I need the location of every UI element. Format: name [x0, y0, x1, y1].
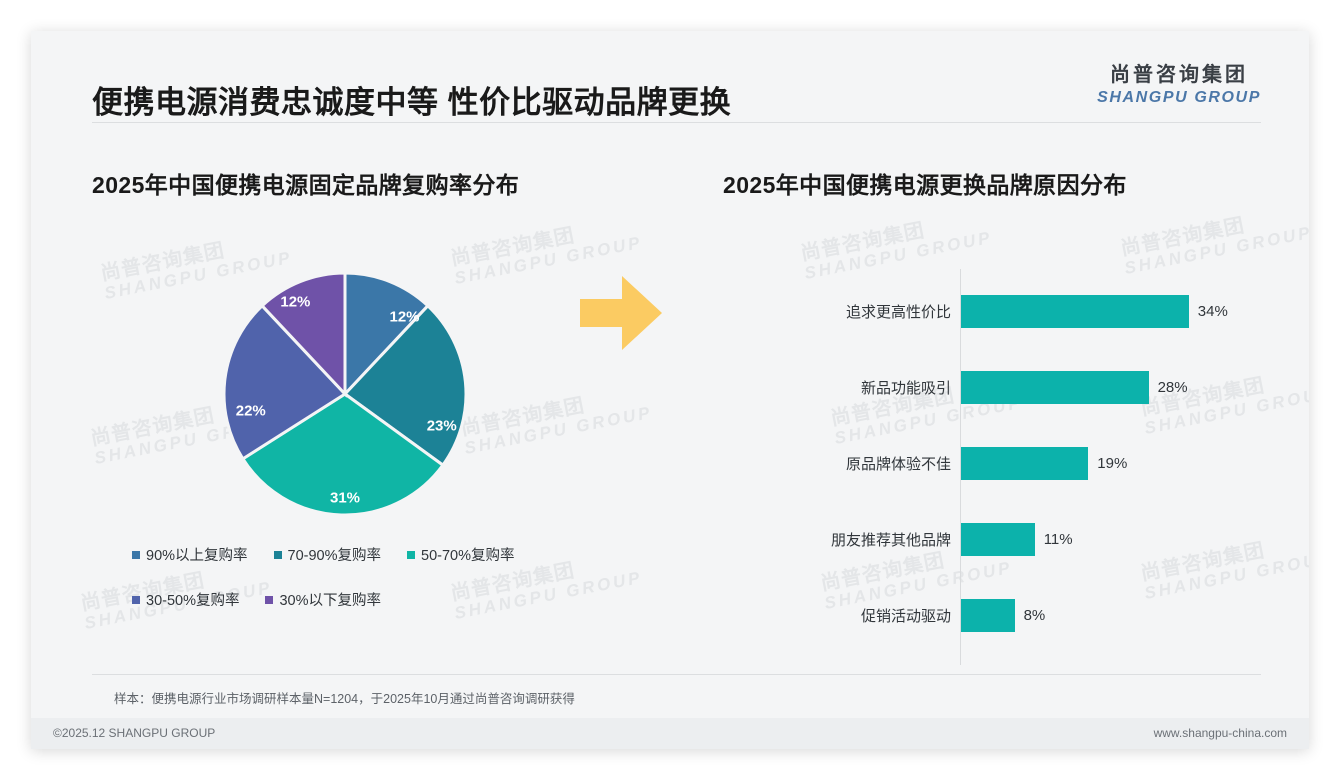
pie-slice[interactable]	[342, 303, 468, 468]
footer-website: www.shangpu-china.com	[1153, 726, 1287, 740]
switch-reason-bar-chart: 追求更高性价比 34% 新品功能吸引 28% 原品牌体验不佳 19% 朋友推荐其他品牌 11%…	[723, 269, 1263, 669]
pie-slice-label: 22%	[235, 402, 266, 420]
bar-category-label: 新品功能吸引	[860, 379, 951, 397]
sample-note-text: 样本：便携电源行业市场调研样本量N=1204，于2025年10月通过尚普咨询调研…	[114, 691, 575, 706]
legend-swatch-icon	[132, 550, 140, 559]
legend-swatch-icon	[132, 595, 140, 604]
left-chart-panel: 2025年中国便携电源固定品牌复购率分布 12% 23% 31% 22% 12% 90%…	[92, 166, 692, 666]
pie-slice[interactable]	[343, 271, 430, 398]
legend-label: 90%以上复购率	[146, 548, 248, 564]
legend-label: 30%以下复购率	[279, 593, 382, 609]
bar-category-label: 追求更高性价比	[845, 303, 951, 321]
brand-name-cn: 尚普咨询集团	[1110, 64, 1249, 86]
pie-slice-label: 12%	[280, 293, 311, 311]
brand-name-en: SHANGPU GROUP	[1097, 89, 1261, 106]
legend-swatch-icon	[407, 550, 416, 559]
bar-fill[interactable]	[961, 370, 1149, 404]
legend-swatch-icon	[265, 595, 274, 604]
pie-slice[interactable]	[260, 271, 347, 398]
pie-legend: 90%以上复购率 70-90%复购率 50-70%复购率 30-50%复购率 30%以…	[132, 544, 652, 634]
bar-value-label: 8%	[1023, 606, 1046, 624]
footer-copyright: ©2025.12 SHANGPU GROUP	[53, 726, 216, 740]
pie-slice-label: 23%	[426, 417, 457, 435]
bar-chart-axis	[960, 269, 961, 665]
slide-header: 便携电源消费忠诚度中等 性价比驱动品牌更换 尚普咨询集团 SHANGPU GRO…	[31, 31, 1309, 123]
slide-footer: ©2025.12 SHANGPU GROUP www.shangpu-china…	[31, 718, 1309, 749]
legend-item[interactable]: 30-50%复购率	[132, 589, 239, 610]
pie-svg	[222, 271, 468, 517]
right-arrow-svg	[580, 276, 662, 350]
bar-fill[interactable]	[961, 294, 1189, 328]
legend-item[interactable]: 30%以下复购率	[265, 589, 381, 610]
bar-value-label: 19%	[1097, 454, 1128, 472]
bar-fill[interactable]	[961, 598, 1015, 632]
bar-row[interactable]: 促销活动驱动 8%	[723, 595, 1263, 635]
left-chart-title: 2025年中国便携电源固定品牌复购率分布	[92, 172, 520, 198]
pie-slice[interactable]	[240, 392, 445, 517]
bar-row[interactable]: 朋友推荐其他品牌 11%	[723, 519, 1263, 559]
bar-track: 8%	[961, 595, 1263, 635]
bar-category-label: 原品牌体验不佳	[845, 455, 951, 473]
bar-track: 19%	[961, 443, 1263, 483]
header-divider	[92, 122, 1261, 123]
bar-track: 11%	[961, 519, 1263, 559]
bar-value-label: 11%	[1043, 530, 1073, 548]
legend-item[interactable]: 90%以上复购率	[132, 544, 248, 565]
bar-track: 34%	[961, 291, 1263, 331]
page-title: 便携电源消费忠诚度中等 性价比驱动品牌更换	[92, 85, 732, 120]
pie-slice-label: 31%	[329, 489, 361, 507]
bar-category-label: 促销活动驱动	[860, 607, 951, 625]
sample-note: 样本：便携电源行业市场调研样本量N=1204，于2025年10月通过尚普咨询调研…	[92, 674, 1261, 720]
right-arrow-icon	[580, 276, 662, 350]
right-chart-panel: 2025年中国便携电源更换品牌原因分布 追求更高性价比 34% 新品功能吸引 28% 原…	[723, 166, 1263, 666]
bar-row[interactable]: 原品牌体验不佳 19%	[723, 443, 1263, 483]
legend-label: 50-70%复购率	[421, 548, 515, 564]
legend-item[interactable]: 70-90%复购率	[273, 544, 382, 565]
slide-canvas: 尚普咨询集团 SHANGPU GROUP 尚普咨询集团 SHANGPU GROU…	[31, 31, 1309, 749]
repurchase-rate-pie-chart: 12% 23% 31% 22% 12%	[221, 270, 469, 518]
bar-fill[interactable]	[961, 522, 1035, 556]
bar-row[interactable]: 追求更高性价比 34%	[723, 291, 1263, 331]
legend-row: 90%以上复购率 70-90%复购率 50-70%复购率	[132, 544, 652, 565]
legend-label: 70-90%复购率	[287, 548, 382, 564]
legend-item[interactable]: 50-70%复购率	[407, 544, 515, 565]
pie-slice[interactable]	[222, 303, 348, 461]
pie-slice-label: 12%	[389, 308, 420, 326]
bar-category-label: 朋友推荐其他品牌	[830, 531, 951, 549]
bar-value-label: 34%	[1197, 302, 1228, 320]
legend-swatch-icon	[273, 550, 282, 559]
bar-track: 28%	[961, 367, 1263, 407]
legend-row: 30-50%复购率 30%以下复购率	[132, 589, 652, 610]
bar-fill[interactable]	[961, 446, 1089, 480]
legend-label: 30-50%复购率	[146, 593, 240, 609]
right-chart-title: 2025年中国便携电源更换品牌原因分布	[723, 172, 1127, 198]
bar-value-label: 28%	[1157, 378, 1188, 396]
brand-logo: 尚普咨询集团 SHANGPU GROUP	[1097, 64, 1261, 107]
bar-row[interactable]: 新品功能吸引 28%	[723, 367, 1263, 407]
